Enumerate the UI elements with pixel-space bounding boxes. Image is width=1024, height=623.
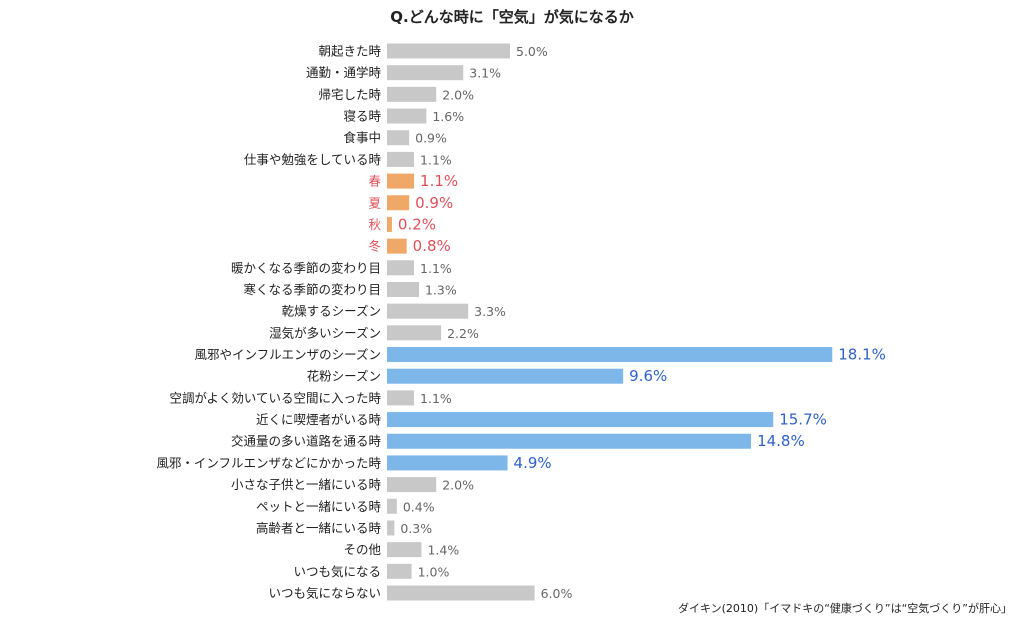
value-label: 2.0%	[442, 478, 474, 493]
category-label: 暖かくなる季節の変わり目	[231, 260, 381, 275]
value-label: 1.1%	[420, 172, 458, 190]
category-label: 通勤・通学時	[306, 65, 382, 80]
category-label: 小さな子供と一緒にいる時	[231, 477, 382, 492]
value-label: 0.2%	[398, 215, 436, 233]
bar	[387, 238, 407, 254]
value-label: 3.3%	[474, 304, 506, 319]
bar	[387, 216, 392, 232]
bar	[387, 390, 415, 406]
bar	[387, 303, 469, 319]
category-label: 帰宅した時	[318, 87, 381, 102]
category-label: 交通量の多い道路を通る時	[231, 434, 382, 449]
bar	[387, 325, 442, 341]
value-label: 0.4%	[403, 499, 435, 514]
bar	[387, 347, 833, 363]
category-label: 寒くなる季節の変わり目	[243, 282, 381, 297]
category-label: 近くに喫煙者がいる時	[256, 412, 382, 427]
category-label: 秋	[368, 217, 381, 232]
value-label: 9.6%	[629, 367, 667, 385]
value-label: 6.0%	[541, 586, 573, 601]
category-label: 冬	[368, 239, 381, 254]
value-label: 1.0%	[418, 564, 450, 579]
value-label: 14.8%	[757, 432, 805, 450]
value-label: 2.2%	[447, 326, 479, 341]
bar	[387, 477, 437, 493]
chart-title: Q.どんな時に「空気」が気になるか	[390, 8, 634, 26]
category-label: 風邪・インフルエンザなどにかかった時	[156, 455, 381, 470]
value-label: 1.3%	[425, 282, 457, 297]
bar	[387, 65, 464, 81]
bar	[387, 542, 422, 558]
value-label: 1.1%	[420, 261, 452, 276]
bar	[387, 108, 427, 124]
category-label: 湿気が多いシーズン	[269, 325, 381, 340]
category-label: その他	[343, 542, 381, 557]
bar	[387, 585, 535, 601]
category-label: 乾燥するシーズン	[282, 304, 381, 319]
bar	[387, 368, 624, 384]
value-label: 0.9%	[415, 194, 453, 212]
value-label: 18.1%	[838, 346, 886, 364]
category-label: 高齢者と一緒にいる時	[256, 520, 382, 535]
value-label: 15.7%	[779, 411, 827, 429]
value-label: 5.0%	[516, 44, 548, 59]
bar	[387, 498, 397, 514]
category-label: 風邪やインフルエンザのシーズン	[194, 347, 381, 362]
category-label: 寝る時	[343, 109, 381, 124]
bar	[387, 412, 774, 428]
category-label: 春	[368, 174, 381, 189]
bar	[387, 43, 510, 59]
category-label: 夏	[368, 195, 381, 210]
bar	[387, 86, 437, 102]
value-label: 1.1%	[420, 152, 452, 167]
category-label: 花粉シーズン	[307, 369, 381, 384]
bar	[387, 195, 410, 211]
value-label: 4.9%	[514, 454, 552, 472]
bar	[387, 433, 752, 449]
category-label: 仕事や勉強をしている時	[244, 152, 382, 167]
value-label: 1.4%	[427, 543, 459, 558]
bar	[387, 130, 410, 146]
bar	[387, 563, 412, 579]
value-label: 3.1%	[469, 66, 501, 81]
value-label: 1.6%	[432, 109, 464, 124]
value-label: 0.9%	[415, 131, 447, 146]
value-label: 0.8%	[413, 237, 451, 255]
bar	[387, 455, 508, 471]
bar	[387, 281, 419, 297]
source-note: ダイキン(2010)「イマドキの“健康づくり”は“空気づくり”が肝心」	[677, 602, 1012, 615]
value-label: 2.0%	[442, 87, 474, 102]
bar	[387, 173, 415, 189]
bar	[387, 260, 415, 276]
category-label: ペットと一緒にいる時	[256, 499, 382, 514]
category-label: いつも気にならない	[268, 586, 381, 601]
category-label: 食事中	[343, 130, 381, 145]
category-label: 空調がよく効いている空間に入った時	[169, 390, 381, 405]
value-label: 0.3%	[400, 521, 432, 536]
category-label: いつも気になる	[293, 564, 381, 579]
category-label: 朝起きた時	[318, 44, 381, 59]
bar	[387, 151, 415, 167]
bar	[387, 520, 395, 536]
value-label: 1.1%	[420, 391, 452, 406]
